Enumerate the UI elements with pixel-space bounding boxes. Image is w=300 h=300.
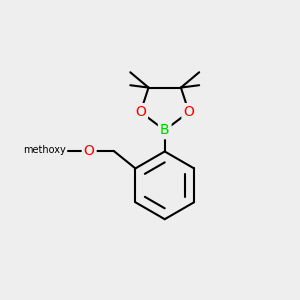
Text: methoxy: methoxy — [23, 145, 66, 155]
Text: O: O — [183, 105, 194, 119]
Text: B: B — [160, 123, 169, 137]
Text: O: O — [84, 144, 94, 158]
Text: O: O — [135, 105, 146, 119]
